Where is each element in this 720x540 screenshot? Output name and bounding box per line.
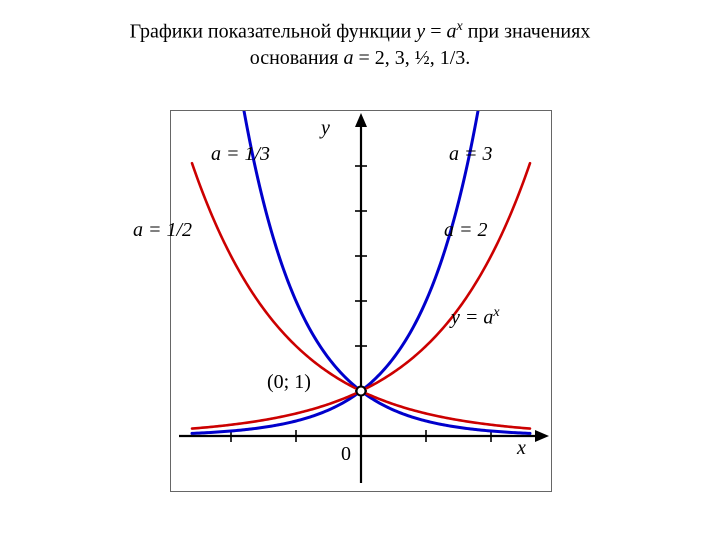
title-line-2: основания a = 2, 3, ½, 1/3. — [0, 45, 720, 71]
title-suffix: при значениях — [463, 21, 591, 43]
title-prefix: Графики показательной функции — [130, 21, 417, 43]
label-eq-base: y = a — [451, 307, 493, 329]
label-eq-sup: x — [493, 305, 499, 320]
title-line-1: Графики показательной функции y = ax при… — [0, 18, 720, 45]
title2-eq: = — [353, 47, 374, 69]
chart-container: y a = 1/3 a = 3 a = 1/2 a = 2 0 (0; 1) x… — [170, 110, 552, 492]
label-y-axis: y — [321, 117, 330, 140]
label-a-2: a = 2 — [444, 219, 488, 242]
title2-prefix: основания — [250, 47, 344, 69]
label-x-axis: x — [517, 437, 526, 460]
label-a-3: a = 3 — [449, 143, 493, 166]
label-a-13: a = 1/3 — [211, 143, 270, 166]
exponential-chart — [171, 111, 551, 491]
label-origin: 0 — [341, 443, 351, 466]
label-equation: y = ax — [451, 305, 500, 330]
title-eq: = — [425, 21, 446, 43]
title2-values: 2, 3, ½, 1/3. — [375, 47, 471, 69]
label-a-12: a = 1/2 — [133, 219, 192, 242]
label-point-01: (0; 1) — [267, 371, 311, 394]
title-var-y: y — [416, 21, 425, 43]
title-var-a: a — [446, 21, 456, 43]
title2-var-a: a — [343, 47, 353, 69]
page-title: Графики показательной функции y = ax при… — [0, 18, 720, 71]
